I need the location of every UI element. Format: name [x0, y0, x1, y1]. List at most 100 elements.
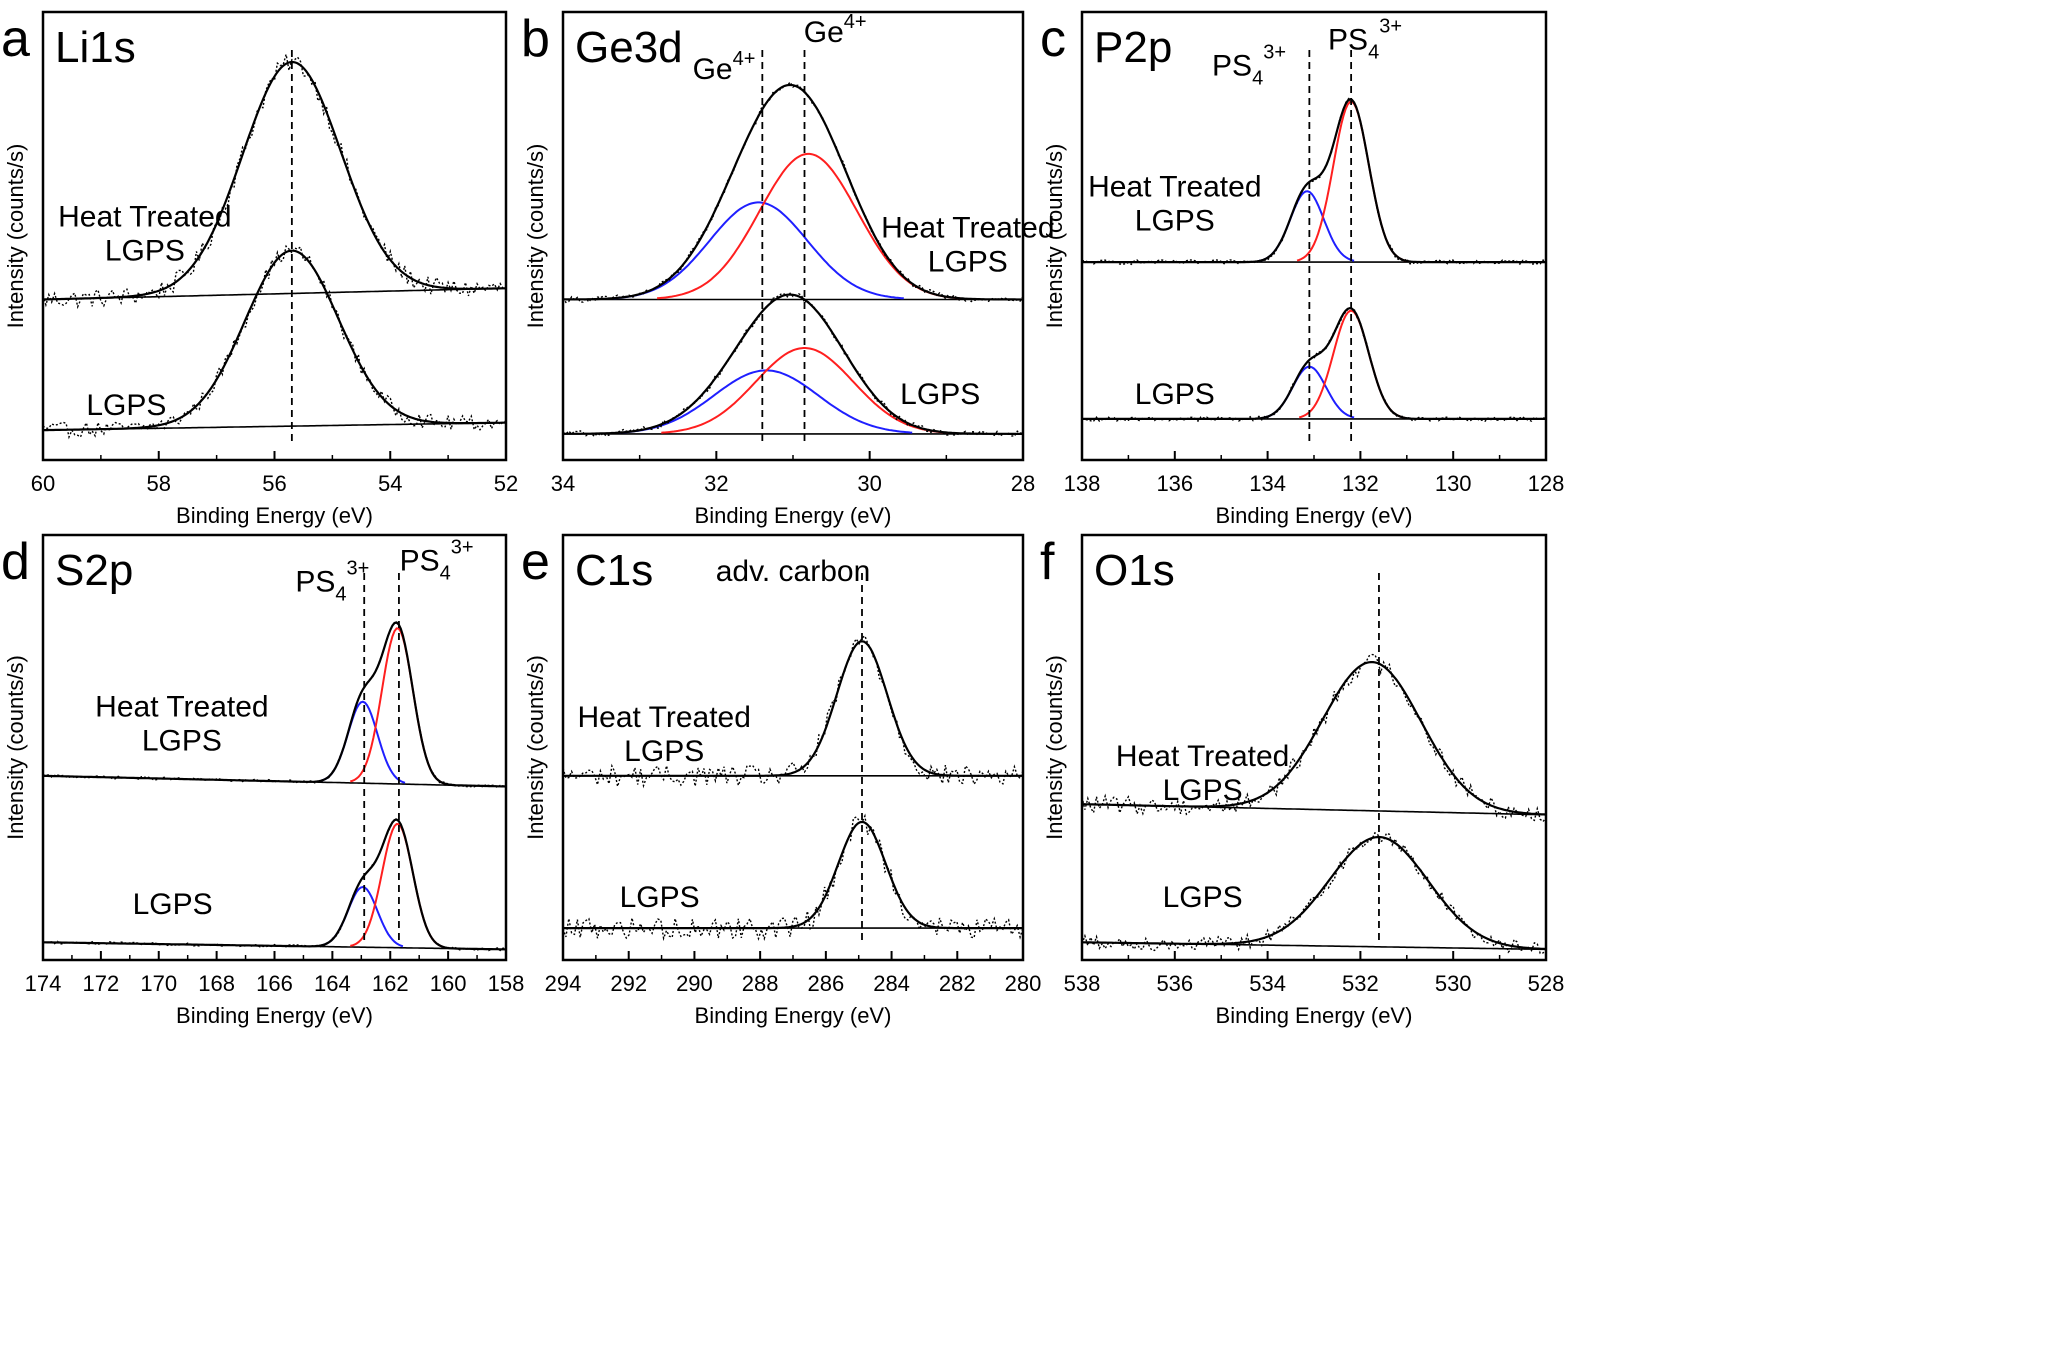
x-tick-label: 136: [1156, 471, 1193, 496]
sample-label: Heat Treated: [577, 701, 750, 734]
annotation-superscript: 4+: [844, 11, 867, 33]
panel-f: 538 536 534 532 530 528 Binding Energy (eV) Int…: [1040, 533, 1564, 1028]
sample-label: Heat Treated: [1088, 171, 1261, 204]
annotation-subscript: 4: [1252, 67, 1263, 89]
x-tick-label: 292: [610, 971, 647, 996]
y-axis-label: Intensity (counts/s): [1042, 655, 1067, 840]
panel-letter: c: [1040, 10, 1066, 68]
annotation-superscript: 4+: [733, 48, 756, 70]
raw-data-line: [563, 813, 1023, 942]
sample-label: LGPS: [105, 234, 185, 267]
fit-envelope: [563, 83, 1023, 301]
fit-envelope: [1082, 661, 1546, 816]
raw-data-line: [43, 54, 506, 310]
x-tick-label: 538: [1064, 971, 1101, 996]
curves: [1082, 653, 1546, 955]
x-tick-label: 528: [1528, 971, 1565, 996]
component-peak: [661, 347, 948, 434]
annotation-subscript: 4: [1368, 41, 1379, 63]
panel-title: Li1s: [55, 23, 136, 72]
y-axis-label: Intensity (counts/s): [523, 144, 548, 329]
panel-d: 174 172 170 168 166 164 162 160 158 Binding Energ…: [1, 533, 524, 1028]
x-tick-label: 162: [372, 971, 409, 996]
x-tick-label: 128: [1528, 471, 1565, 496]
annotation-subscript: 4: [440, 562, 451, 584]
x-tick-label: 28: [1011, 471, 1035, 496]
x-axis-label: Binding Energy (eV): [695, 503, 892, 528]
peak-annotation: PS43+: [1328, 15, 1402, 63]
x-tick-label: 286: [807, 971, 844, 996]
y-axis-label: Intensity (counts/s): [3, 655, 28, 840]
y-axis-label: Intensity (counts/s): [3, 144, 28, 329]
panel-letter: e: [521, 533, 550, 591]
y-axis-label: Intensity (counts/s): [523, 655, 548, 840]
annotation-superscript: 3+: [1379, 15, 1402, 37]
annotation-superscript: 3+: [1263, 41, 1286, 63]
fit-envelope: [1082, 306, 1546, 420]
x-tick-label: 294: [545, 971, 582, 996]
fit-envelope: [43, 621, 506, 788]
fit-envelope: [1082, 835, 1546, 951]
panel-title: S2p: [55, 546, 133, 595]
curves: [1082, 97, 1546, 423]
plot-frame: [41, 533, 508, 962]
fit-envelope: [563, 820, 1023, 930]
panel-letter: a: [1, 10, 30, 68]
panel-title: Ge3d: [575, 23, 683, 72]
x-tick-label: 280: [1005, 971, 1042, 996]
x-tick-label: 174: [25, 971, 62, 996]
raw-data-line: [43, 818, 506, 952]
sample-label: LGPS: [142, 724, 222, 757]
sample-label: LGPS: [900, 378, 980, 411]
sample-label: Heat Treated: [1116, 740, 1289, 773]
panel-title: P2p: [1094, 23, 1172, 72]
x-tick-label: 536: [1156, 971, 1193, 996]
x-tick-label: 132: [1342, 471, 1379, 496]
raw-data-line: [1082, 831, 1546, 955]
x-axis-label: Binding Energy (eV): [1216, 503, 1413, 528]
fit-envelope: [43, 249, 506, 432]
x-tick-label: 58: [147, 471, 171, 496]
curves: [563, 634, 1023, 942]
panel-a: 60 58 56 54 52 Binding Energy (eV) Intensity (…: [1, 10, 518, 528]
x-tick-label: 160: [430, 971, 467, 996]
x-tick-label: 168: [198, 971, 235, 996]
component-peak: [1258, 190, 1355, 262]
sample-label: LGPS: [624, 735, 704, 768]
peak-annotation: PS43+: [1212, 41, 1286, 89]
x-axis-label: Binding Energy (eV): [176, 1003, 373, 1028]
sample-label: LGPS: [1163, 774, 1243, 807]
sample-label: LGPS: [133, 888, 213, 921]
x-tick-label: 288: [742, 971, 779, 996]
curves: [43, 54, 506, 440]
peak-annotation: adv. carbon: [716, 555, 871, 588]
raw-data-line: [43, 244, 506, 440]
panel-letter: d: [1, 533, 30, 591]
sample-label: LGPS: [928, 246, 1008, 279]
sample-label: LGPS: [86, 389, 166, 422]
annotation-superscript: 3+: [451, 536, 474, 558]
fit-envelope: [563, 640, 1023, 777]
x-tick-label: 170: [140, 971, 177, 996]
x-tick-label: 52: [494, 471, 518, 496]
x-axis-label: Binding Energy (eV): [176, 503, 373, 528]
x-tick-label: 172: [83, 971, 120, 996]
fit-envelope: [1082, 98, 1546, 264]
panel-title: C1s: [575, 546, 653, 595]
x-axis-label: Binding Energy (eV): [695, 1003, 892, 1028]
sample-label: Heat Treated: [881, 212, 1054, 245]
annotation-subscript: 4: [335, 584, 346, 606]
x-tick-label: 32: [704, 471, 728, 496]
panel-title: O1s: [1094, 546, 1175, 595]
peak-annotation: Ge4+: [693, 48, 756, 86]
x-tick-label: 166: [256, 971, 293, 996]
sample-label: LGPS: [1135, 205, 1215, 238]
sample-label: LGPS: [620, 881, 700, 914]
x-axis-label: Binding Energy (eV): [1216, 1003, 1413, 1028]
sample-label: Heat Treated: [58, 200, 231, 233]
fit-envelope: [563, 293, 1023, 435]
x-tick-label: 532: [1342, 971, 1379, 996]
sample-label: LGPS: [1163, 881, 1243, 914]
x-tick-label: 130: [1435, 471, 1472, 496]
sample-label: Heat Treated: [95, 690, 268, 723]
